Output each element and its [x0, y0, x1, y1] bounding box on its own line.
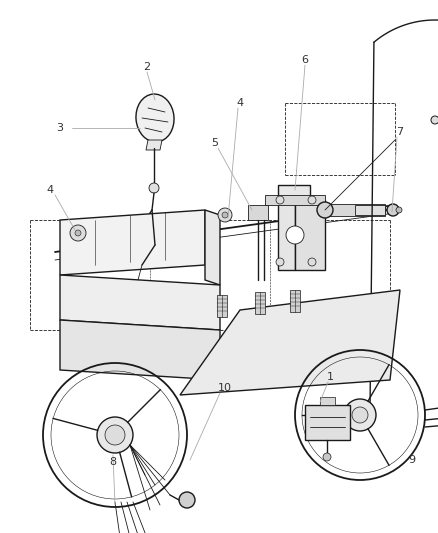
Bar [304, 405, 349, 440]
Polygon shape [60, 320, 219, 380]
Circle shape [430, 116, 438, 124]
Text: 8: 8 [109, 457, 117, 467]
Circle shape [97, 417, 133, 453]
Text: 4: 4 [46, 185, 53, 195]
Circle shape [218, 208, 231, 222]
Text: 7: 7 [396, 127, 403, 137]
Circle shape [343, 399, 375, 431]
Bar [216, 295, 226, 317]
Text: 2: 2 [143, 62, 150, 72]
Circle shape [322, 453, 330, 461]
Circle shape [307, 196, 315, 204]
Polygon shape [60, 210, 205, 275]
Polygon shape [180, 290, 399, 395]
Polygon shape [294, 200, 324, 270]
Bar [290, 290, 299, 312]
Circle shape [386, 204, 398, 216]
Bar [324, 204, 384, 216]
Bar [354, 205, 384, 215]
Bar [319, 397, 334, 405]
Circle shape [75, 230, 81, 236]
Text: 3: 3 [57, 123, 64, 133]
Polygon shape [265, 195, 324, 205]
Text: 1: 1 [326, 372, 333, 382]
Polygon shape [277, 200, 294, 270]
Circle shape [276, 196, 283, 204]
Bar [254, 292, 265, 314]
Text: 5: 5 [211, 138, 218, 148]
Polygon shape [277, 185, 309, 200]
Text: 6: 6 [301, 55, 308, 65]
Circle shape [276, 258, 283, 266]
Text: 9: 9 [407, 455, 415, 465]
Circle shape [105, 425, 125, 445]
Circle shape [148, 183, 159, 193]
Text: 4: 4 [236, 98, 243, 108]
Polygon shape [60, 275, 219, 330]
Circle shape [307, 258, 315, 266]
Ellipse shape [136, 94, 173, 142]
Circle shape [351, 407, 367, 423]
Circle shape [316, 202, 332, 218]
Polygon shape [247, 205, 267, 220]
Circle shape [70, 225, 86, 241]
Circle shape [179, 492, 194, 508]
Circle shape [395, 207, 401, 213]
Polygon shape [146, 140, 162, 150]
Circle shape [285, 226, 303, 244]
Circle shape [222, 212, 227, 218]
Polygon shape [205, 210, 219, 285]
Text: 10: 10 [218, 383, 231, 393]
